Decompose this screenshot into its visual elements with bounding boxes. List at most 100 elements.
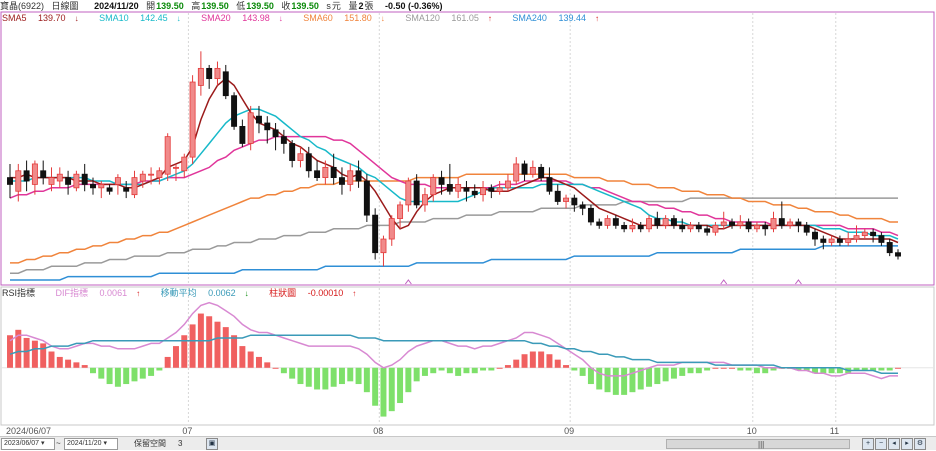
candlestick	[654, 211, 661, 229]
candle-body	[73, 173, 80, 189]
zoom-in-icon[interactable]: +	[862, 438, 874, 450]
macd-bar-negative	[471, 367, 478, 374]
macd-bar-negative	[106, 367, 113, 385]
candle-body	[255, 115, 262, 124]
macd-bar-positive	[31, 340, 38, 368]
macd-bar-positive	[546, 354, 553, 368]
candlestick	[305, 146, 312, 178]
candle-body	[712, 224, 719, 233]
candle-body	[820, 238, 827, 243]
candle-body	[795, 221, 802, 226]
zoom-out-icon[interactable]: −	[875, 438, 887, 450]
candlestick	[521, 160, 528, 182]
candlestick	[297, 146, 304, 168]
candlestick	[729, 218, 735, 229]
macd-bar-negative	[372, 367, 379, 406]
macd-bar-negative	[704, 367, 711, 371]
stock-code: 寶晶(6922)	[0, 1, 45, 11]
volume-label: 量	[348, 1, 358, 11]
macd-bar-positive	[23, 337, 30, 368]
candle-body	[587, 207, 594, 223]
macd-bar-negative	[795, 367, 802, 371]
legend-histogram: 柱狀圖 -0.00010 ↑	[269, 288, 357, 298]
macd-bar-positive	[729, 367, 736, 369]
candle-body	[654, 218, 661, 226]
macd-bar-negative	[604, 367, 611, 393]
candle-body	[886, 242, 893, 254]
candle-body	[662, 218, 669, 226]
move-right-icon[interactable]: ▸	[901, 438, 913, 450]
range-end-select[interactable]: 2024/11/20 ▾	[64, 438, 118, 450]
macd-bar-negative	[579, 367, 586, 376]
candle-body	[596, 221, 603, 226]
macd-bar-positive	[164, 356, 171, 368]
move-left-icon[interactable]: ◂	[888, 438, 900, 450]
macd-bar-negative	[878, 367, 885, 371]
candlestick	[15, 163, 22, 202]
apply-range-button[interactable]: ▣	[206, 438, 218, 450]
macd-bar-negative	[480, 367, 487, 371]
candle-body	[828, 238, 835, 243]
macd-bar-negative	[886, 367, 893, 371]
candle-body	[15, 170, 22, 192]
candlestick	[563, 194, 570, 209]
candlestick	[695, 221, 702, 233]
candle-body	[504, 180, 511, 189]
candle-body	[81, 173, 88, 185]
candlestick	[529, 160, 536, 178]
candle-body	[729, 221, 735, 226]
macd-bar-negative	[836, 367, 843, 374]
candle-body	[372, 214, 379, 254]
legend-signal: 移動平均 0.0062 ↓	[160, 288, 249, 298]
scroll-thumb[interactable]: |||	[758, 440, 765, 449]
settings-icon[interactable]: ⚙	[914, 438, 926, 450]
candlestick	[98, 181, 105, 199]
candle-body	[878, 235, 885, 243]
candle-body	[496, 187, 503, 192]
candle-body	[488, 187, 495, 192]
macd-bar-positive	[563, 365, 570, 368]
price-panel-frame	[0, 11, 935, 286]
candlestick	[554, 184, 561, 205]
legend-macd-title: RSI指標	[2, 288, 36, 298]
candlestick	[753, 221, 760, 233]
macd-bar-negative	[397, 367, 404, 404]
macd-bar-positive	[895, 367, 901, 369]
candle-body	[314, 170, 321, 178]
macd-histogram	[7, 313, 901, 417]
macd-bar-positive	[189, 324, 196, 368]
macd-bar-negative	[363, 367, 370, 393]
candle-body	[40, 170, 47, 178]
candlestick	[314, 160, 321, 182]
candle-body	[181, 156, 188, 172]
candlestick	[322, 160, 329, 185]
range-start-select[interactable]: 2023/06/07 ▾	[1, 438, 55, 450]
macd-bar-negative	[679, 367, 686, 376]
candle-body	[629, 224, 636, 230]
macd-bar-negative	[322, 367, 329, 390]
macd-bar-positive	[40, 343, 47, 368]
candle-body	[222, 71, 229, 97]
candle-body	[330, 166, 337, 179]
candle-body	[687, 224, 694, 230]
candle-body	[770, 218, 777, 230]
keep-space-value[interactable]: 3	[178, 439, 183, 448]
macd-bar-positive	[720, 367, 727, 369]
candlestick	[737, 215, 744, 229]
candlestick	[206, 64, 213, 89]
macd-bar-negative	[753, 367, 760, 374]
open-label: 開	[146, 1, 156, 11]
candlestick	[886, 239, 893, 257]
candle-body	[363, 180, 370, 216]
stock-chart[interactable]: 2024/06/07 07 08 09 10 11	[0, 0, 936, 436]
macd-bar-negative	[596, 367, 603, 390]
macd-bar-negative	[820, 367, 827, 374]
candlestick	[687, 221, 694, 233]
macd-bar-positive	[255, 356, 262, 368]
sma120-line	[10, 197, 898, 274]
candlestick	[812, 228, 818, 246]
candle-body	[778, 218, 785, 226]
candle-body	[148, 173, 155, 176]
candlestick	[604, 215, 611, 229]
candle-body	[98, 184, 105, 189]
